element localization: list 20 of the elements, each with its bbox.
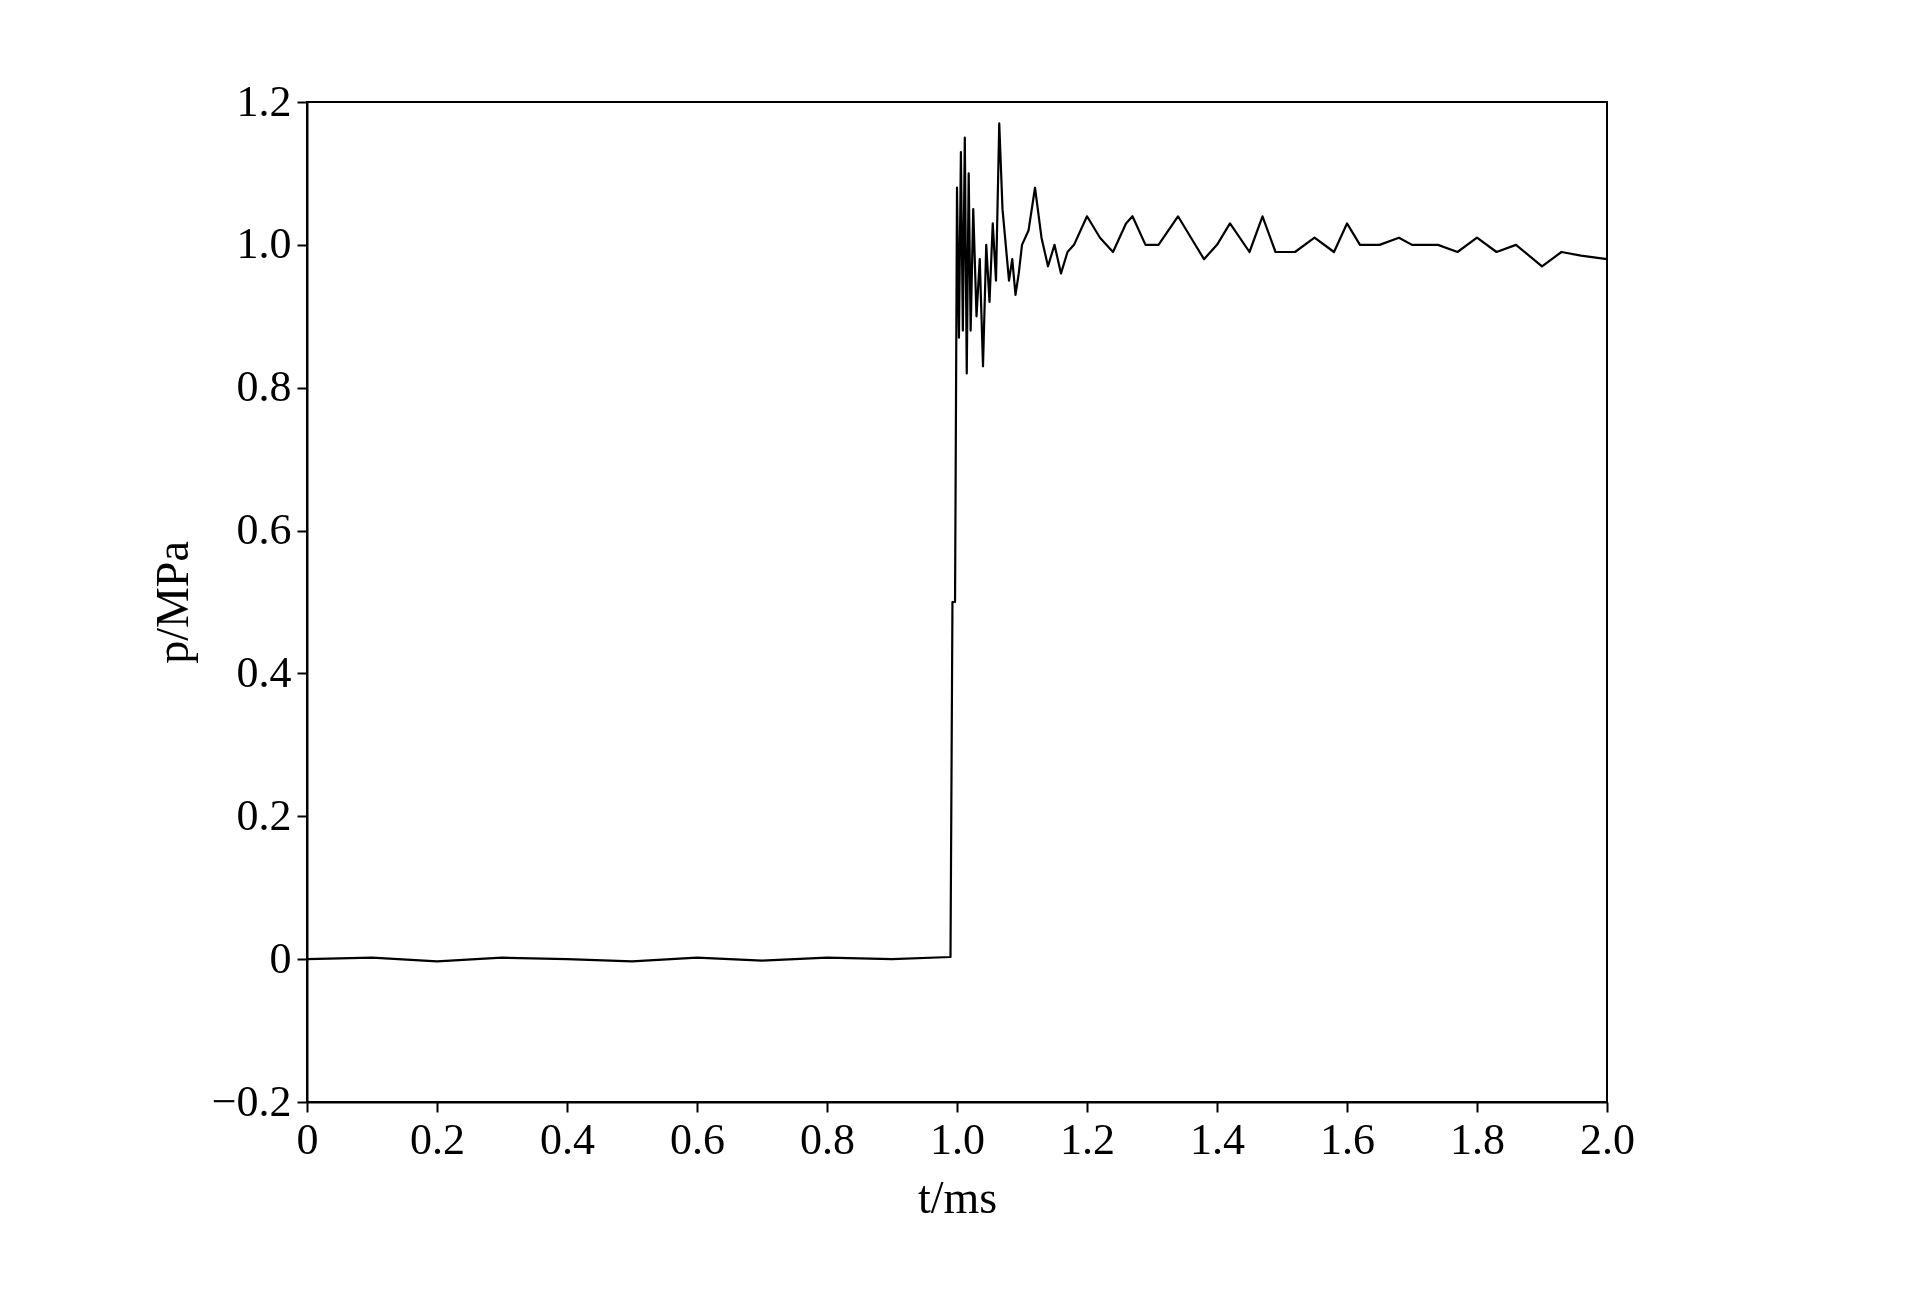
y-tick-label: 1.0 [236,219,292,269]
x-tick-label: 0.2 [410,1114,465,1164]
y-tick-label: 0 [269,933,292,983]
y-tick-label: 0.6 [236,505,292,555]
y-tick-label: −0.2 [211,1076,292,1126]
x-tick-label: 1.8 [1450,1114,1505,1164]
y-tick-label: 0.8 [236,362,292,412]
x-tick-label: 0.8 [800,1114,855,1164]
x-tick-label: 1.6 [1320,1114,1375,1164]
x-tick-label: 1.4 [1190,1114,1245,1164]
x-axis-title: t/ms [917,1171,998,1223]
x-tick-label: 0.6 [670,1114,725,1164]
y-tick-label: 0.2 [236,790,292,840]
y-tick-label: 0.4 [236,647,292,697]
y-axis-title: p/MPa [146,541,198,664]
x-tick-label: 1.0 [930,1114,985,1164]
x-tick-label: 1.2 [1060,1114,1115,1164]
y-tick-label: 1.2 [236,76,292,126]
x-tick-label: 0.4 [540,1114,595,1164]
x-tick-label: 2.0 [1580,1114,1635,1164]
